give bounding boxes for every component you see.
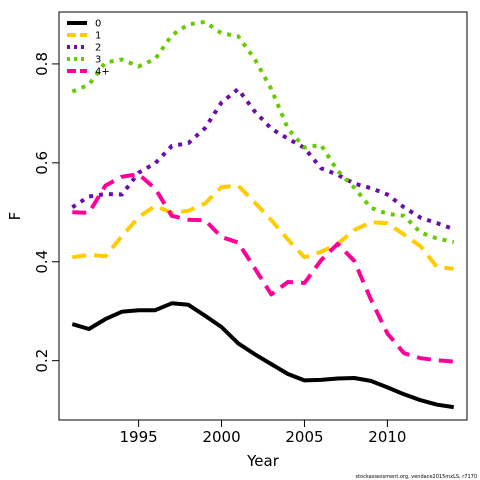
legend-label: 3 <box>95 55 101 66</box>
x-axis-title: Year <box>246 452 280 470</box>
x-axis: 1995 2000 2005 2010 <box>120 419 406 446</box>
legend-label: 1 <box>95 31 101 42</box>
legend-label: 4+ <box>95 67 110 78</box>
credit-text: stockassessment.org, vendace2015mxLS, r7… <box>355 474 477 480</box>
y-tick-label: 0.6 <box>33 151 51 175</box>
legend-label: 0 <box>95 19 101 30</box>
y-tick-label: 0.2 <box>33 349 51 373</box>
series-line-2 <box>71 87 455 231</box>
x-tick-label: 2000 <box>202 428 240 446</box>
x-tick-label: 2010 <box>368 428 406 446</box>
y-tick-label: 0.8 <box>33 52 51 76</box>
y-axis: 0.2 0.4 0.6 0.8 <box>33 52 60 373</box>
series-line-4plus <box>72 172 454 364</box>
series-line-0 <box>71 301 454 410</box>
series-line-1 <box>72 183 454 271</box>
series-layer <box>71 19 455 410</box>
plot-area <box>58 11 468 421</box>
y-axis-title: F <box>6 212 24 221</box>
legend-label: 2 <box>95 43 101 54</box>
x-tick-label: 1995 <box>120 428 158 446</box>
x-tick-label: 2005 <box>285 428 323 446</box>
y-tick-label: 0.4 <box>33 250 51 274</box>
